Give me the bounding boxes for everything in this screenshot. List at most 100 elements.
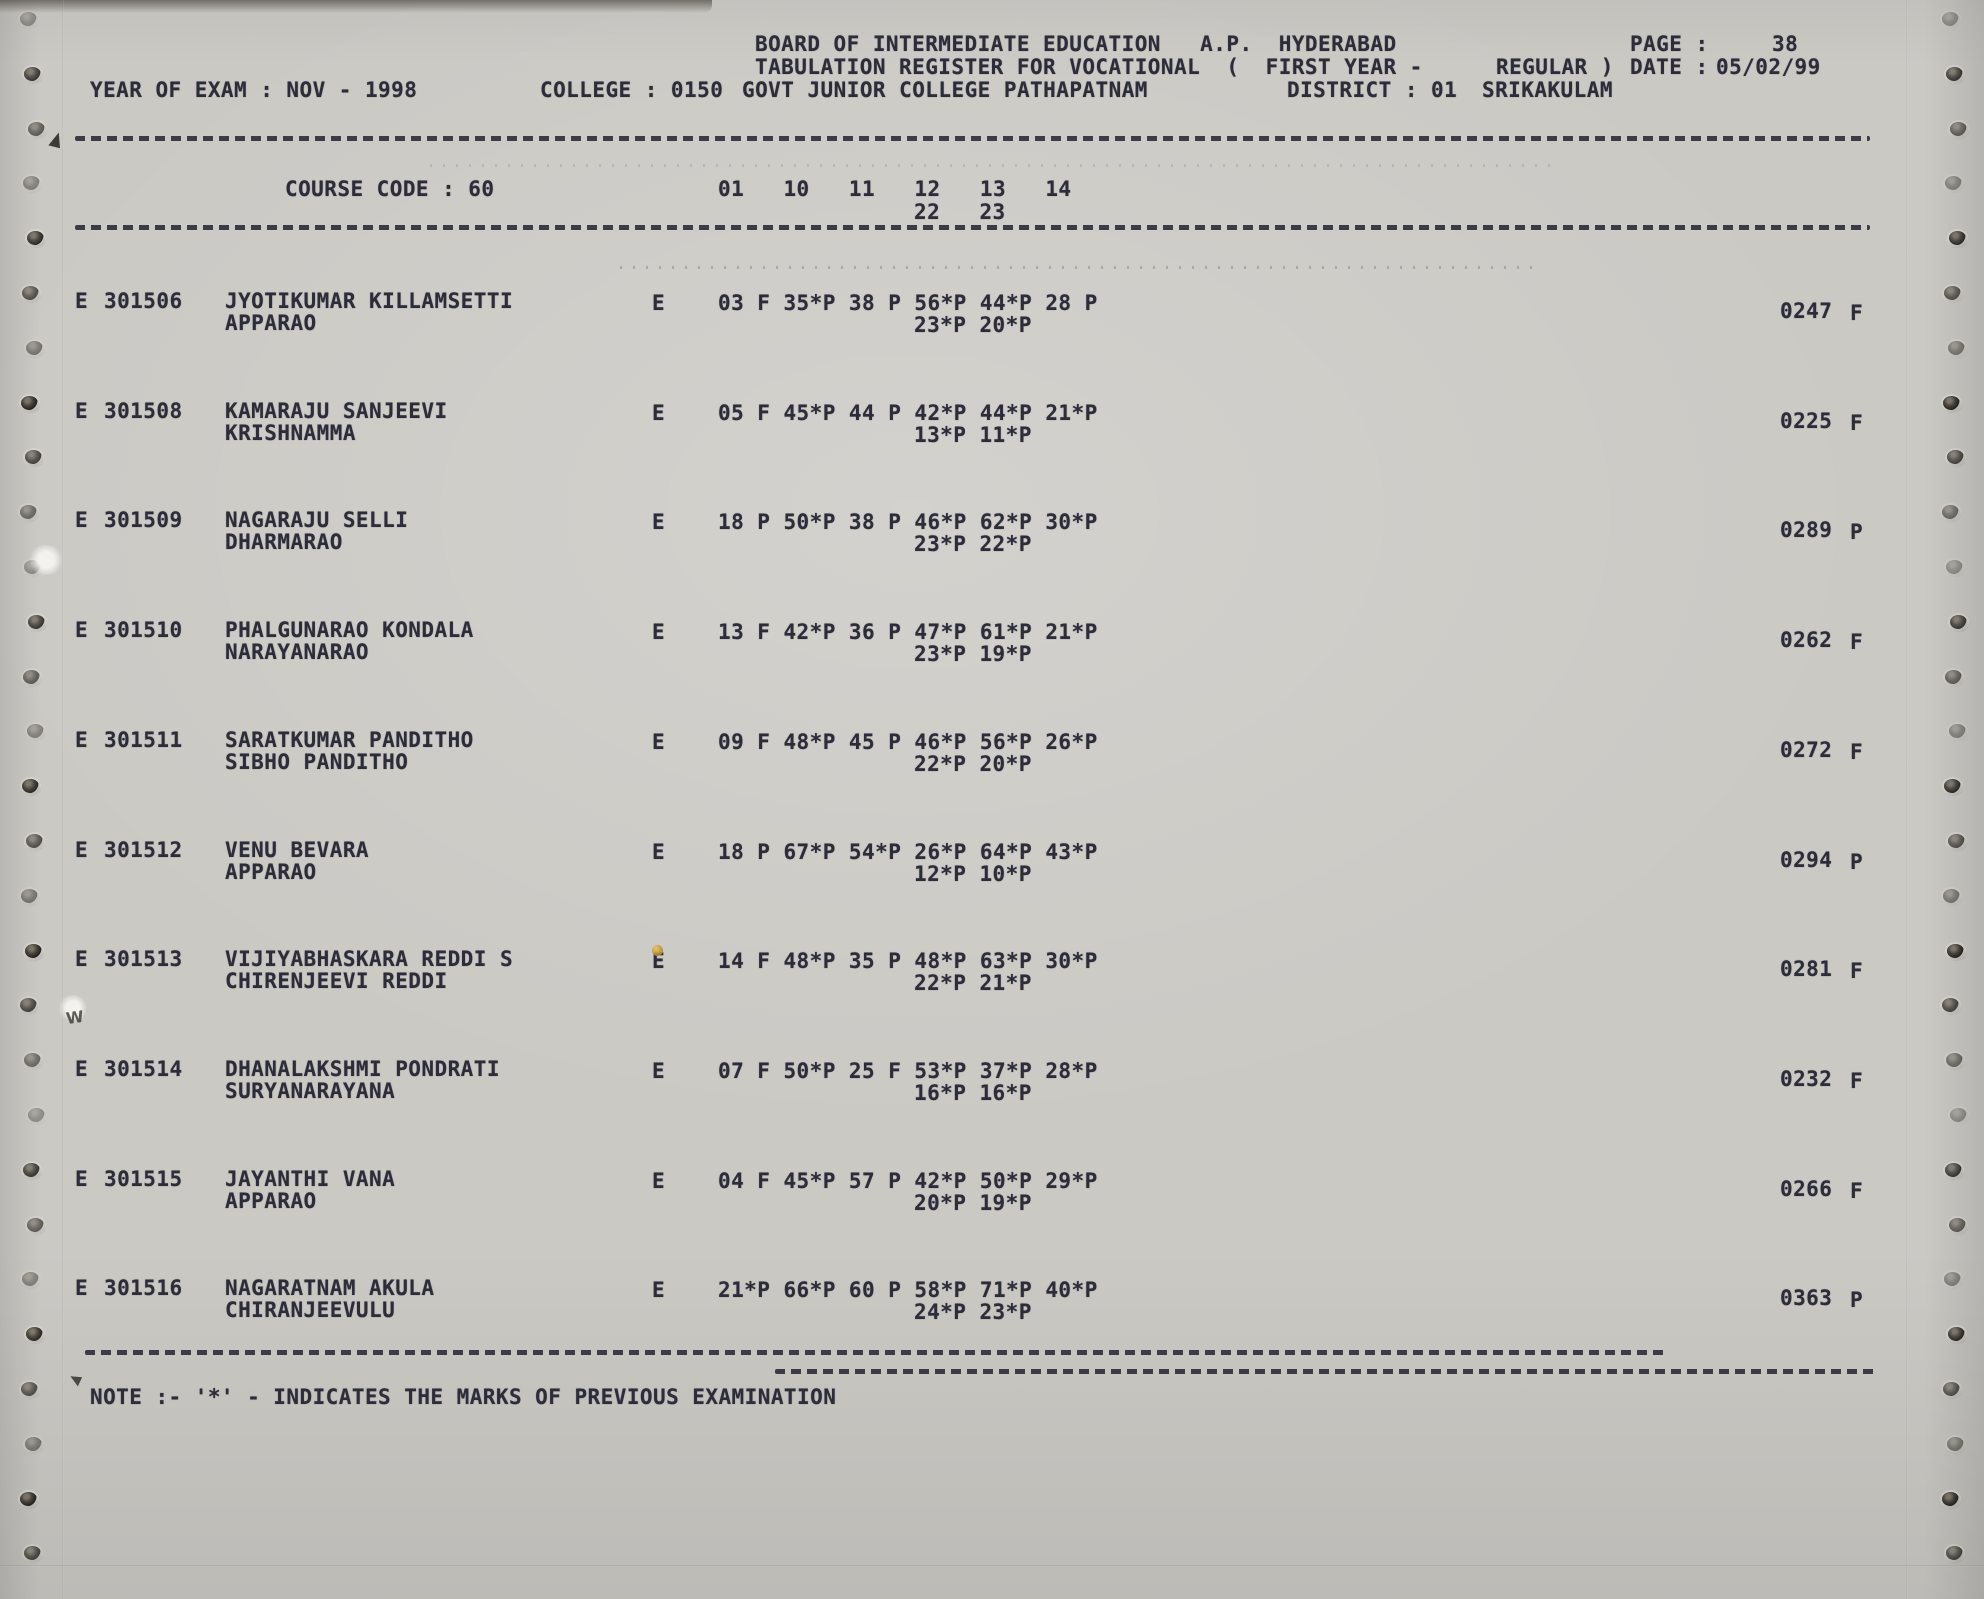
- left-perforation-line: [62, 0, 64, 1599]
- marks-line1: 13 F 42*P 36 P 47*P 61*P 21*P: [718, 620, 1098, 645]
- result-flag: F: [1850, 739, 1864, 764]
- page-number: 38: [1772, 32, 1799, 56]
- marks-line1: 04 F 45*P 57 P 42*P 50*P 29*P: [718, 1168, 1098, 1193]
- total-marks: 0262: [1780, 628, 1833, 653]
- org-title: BOARD OF INTERMEDIATE EDUCATION A.P. HYD…: [755, 32, 1397, 56]
- marks-line1: 09 F 48*P 45 P 46*P 56*P 26*P: [718, 729, 1098, 754]
- total-marks: 0281: [1780, 957, 1833, 982]
- table-row: E 301514 DHANALAKSHMI PONDRATI SURYANARA…: [0, 1058, 1984, 1118]
- separator-line: [775, 1369, 1875, 1374]
- total-marks: 0272: [1780, 737, 1833, 762]
- student-regno: 301506: [104, 289, 183, 313]
- medium-code: E: [652, 839, 666, 864]
- marks-line2: 20*P 19*P: [914, 1190, 1032, 1215]
- student-name: NAGARAJU SELLI: [225, 508, 409, 533]
- page-label: PAGE :: [1630, 32, 1709, 56]
- result-flag: P: [1850, 1288, 1864, 1313]
- parent-name: APPARAO: [225, 1188, 317, 1213]
- medium-code: E: [652, 291, 666, 315]
- marks-line2: 22*P 20*P: [914, 751, 1032, 776]
- district-code: DISTRICT : 01: [1287, 78, 1458, 102]
- parent-name: APPARAO: [225, 311, 317, 335]
- right-perforation-line: [1906, 0, 1908, 1599]
- result-flag: F: [1850, 959, 1864, 984]
- parent-name: SIBHO PANDITHO: [225, 749, 409, 774]
- marks-line2: 16*P 16*P: [914, 1080, 1032, 1105]
- result-flag: P: [1850, 849, 1864, 874]
- subject-columns-row2: 22 23: [914, 200, 1006, 224]
- marks-line2: 13*P 11*P: [914, 422, 1032, 447]
- separator-line: [75, 225, 1870, 230]
- parent-name: APPARAO: [225, 859, 317, 884]
- total-marks: 0232: [1780, 1066, 1833, 1091]
- total-marks: 0289: [1780, 518, 1833, 543]
- marks-line1: 18 P 50*P 38 P 46*P 62*P 30*P: [718, 510, 1098, 535]
- student-name: JYOTIKUMAR KILLAMSETTI: [225, 289, 514, 313]
- student-name: JAYANTHI VANA: [225, 1166, 396, 1191]
- grade-code: E: [75, 508, 89, 533]
- table-row: E 301511 SARATKUMAR PANDITHO SIBHO PANDI…: [0, 729, 1984, 789]
- grade-code: E: [75, 618, 89, 643]
- student-regno: 301511: [104, 727, 183, 752]
- date-label: DATE :: [1630, 55, 1709, 79]
- district-name: SRIKAKULAM: [1482, 78, 1613, 102]
- table-row: E 301506 JYOTIKUMAR KILLAMSETTI APPARAO …: [0, 290, 1984, 350]
- table-row: E 301515 JAYANTHI VANA APPARAO E 04 F 45…: [0, 1168, 1984, 1228]
- paper-stain: [28, 545, 64, 575]
- grade-code: E: [75, 947, 89, 972]
- total-marks: 0294: [1780, 847, 1833, 872]
- torn-paper-edge: [0, 0, 712, 13]
- marks-line1: 14 F 48*P 35 P 48*P 63*P 30*P: [718, 949, 1098, 974]
- parent-name: DHARMARAO: [225, 530, 343, 555]
- parent-name: KRISHNAMMA: [225, 420, 356, 445]
- footnote: NOTE :- '*' - INDICATES THE MARKS OF PRE…: [90, 1385, 837, 1409]
- grade-code: E: [75, 727, 89, 752]
- print-artifact-dots: [430, 164, 1550, 167]
- medium-code: E: [652, 1278, 666, 1303]
- table-row: E 301510 PHALGUNARAO KONDALA NARAYANARAO…: [0, 619, 1984, 679]
- print-speck: [652, 945, 663, 956]
- marks-line2: 12*P 10*P: [914, 861, 1032, 886]
- student-name: NAGARATNAM AKULA: [225, 1276, 435, 1301]
- result-flag: F: [1850, 1178, 1864, 1203]
- student-name: DHANALAKSHMI PONDRATI: [225, 1056, 500, 1081]
- student-regno: 301508: [104, 398, 183, 423]
- grade-code: E: [75, 837, 89, 862]
- print-artifact-dots: [620, 266, 1540, 269]
- student-name: KAMARAJU SANJEEVI: [225, 398, 448, 423]
- marks-line1: 03 F 35*P 38 P 56*P 44*P 28 P: [718, 291, 1098, 315]
- register-title-regular: REGULAR ): [1496, 55, 1614, 79]
- student-regno: 301512: [104, 837, 183, 862]
- register-title: TABULATION REGISTER FOR VOCATIONAL ( FIR…: [755, 55, 1423, 79]
- course-code-label: COURSE CODE : 60: [285, 177, 495, 201]
- student-name: PHALGUNARAO KONDALA: [225, 618, 474, 643]
- total-marks: 0225: [1780, 408, 1833, 433]
- result-flag: P: [1850, 520, 1864, 545]
- student-regno: 301515: [104, 1166, 183, 1191]
- subject-columns-row1: 01 10 11 12 13 14: [718, 177, 1072, 201]
- medium-code: E: [652, 400, 666, 425]
- result-flag: F: [1850, 1068, 1864, 1093]
- marks-line2: 22*P 21*P: [914, 971, 1032, 996]
- grade-code: E: [75, 289, 89, 313]
- paper-stain: [58, 995, 88, 1021]
- marks-line2: 24*P 23*P: [914, 1300, 1032, 1325]
- marks-line2: 23*P 20*P: [914, 313, 1032, 337]
- bottom-perforation-line: [0, 1565, 1984, 1567]
- table-row: E 301508 KAMARAJU SANJEEVI KRISHNAMMA E …: [0, 400, 1984, 460]
- table-row: E 301513 VIJIYABHASKARA REDDI S CHIRENJE…: [0, 948, 1984, 1008]
- college-code: COLLEGE : 0150: [540, 78, 724, 102]
- total-marks: 0363: [1780, 1286, 1833, 1311]
- year-of-exam: YEAR OF EXAM : NOV - 1998: [90, 78, 418, 102]
- table-row: E 301516 NAGARATNAM AKULA CHIRANJEEVULU …: [0, 1277, 1984, 1337]
- college-name: GOVT JUNIOR COLLEGE PATHAPATNAM: [742, 78, 1148, 102]
- marks-line2: 23*P 19*P: [914, 642, 1032, 667]
- medium-code: E: [652, 620, 666, 645]
- separator-line: [75, 136, 1870, 141]
- student-name: SARATKUMAR PANDITHO: [225, 727, 474, 752]
- parent-name: CHIRANJEEVULU: [225, 1298, 396, 1323]
- separator-line: [85, 1350, 1665, 1355]
- grade-code: E: [75, 1276, 89, 1301]
- grade-code: E: [75, 398, 89, 423]
